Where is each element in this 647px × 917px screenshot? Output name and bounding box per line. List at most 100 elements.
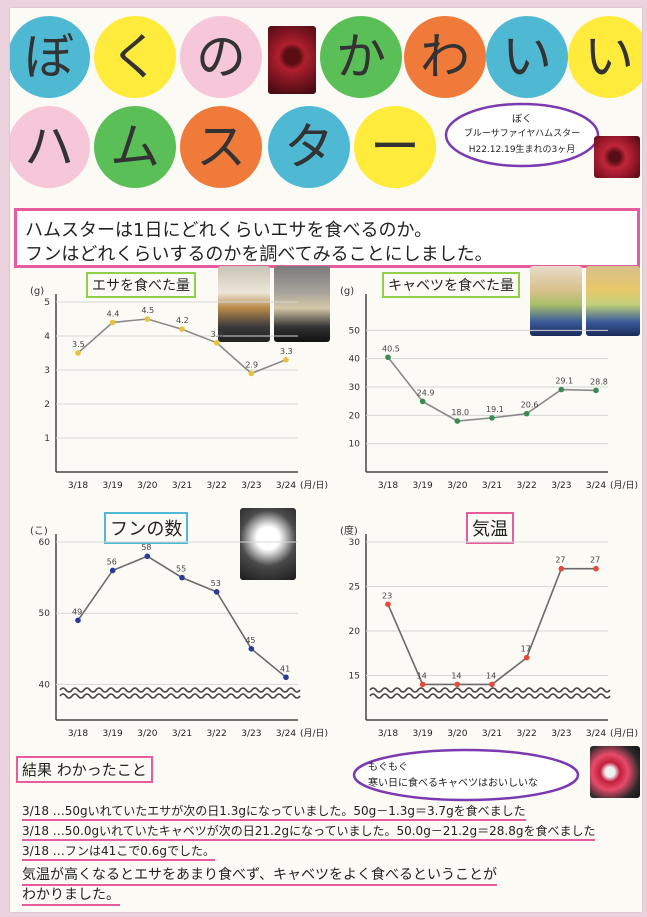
data-label: 45 bbox=[245, 636, 255, 645]
x-tick-label: 3/22 bbox=[517, 481, 537, 491]
data-label: 41 bbox=[280, 664, 290, 673]
x-unit-label: (月/日) bbox=[610, 728, 638, 739]
food-photo-1 bbox=[218, 266, 270, 342]
data-point bbox=[558, 565, 565, 572]
data-label: 3.5 bbox=[72, 340, 85, 349]
data-point bbox=[593, 387, 599, 394]
data-point bbox=[179, 326, 185, 332]
y-unit-label: (度) bbox=[340, 524, 358, 537]
data-label: 56 bbox=[107, 557, 117, 566]
data-label: 24.9 bbox=[417, 388, 435, 397]
data-point bbox=[489, 415, 495, 421]
x-tick-label: 3/24 bbox=[586, 729, 606, 739]
cabbage-photo-2 bbox=[586, 266, 640, 336]
data-point bbox=[523, 410, 530, 417]
data-point bbox=[283, 357, 289, 363]
data-label: 4.4 bbox=[107, 309, 120, 318]
cabbage-photo-1 bbox=[530, 266, 582, 336]
data-point bbox=[454, 681, 461, 688]
bubble-line-2: 寒い日に食べるキャベツはおいしいな bbox=[368, 776, 538, 789]
x-unit-label: (月/日) bbox=[300, 728, 328, 739]
y-tick-label: 3 bbox=[44, 366, 50, 376]
intro-line-1: ハムスターは1日にどれくらいエサを食べるのか。 bbox=[25, 220, 433, 241]
data-point bbox=[144, 316, 151, 322]
title-char: ム bbox=[110, 118, 160, 176]
title-circle-5: わ bbox=[404, 16, 486, 98]
x-tick-label: 3/22 bbox=[207, 729, 227, 739]
x-tick-label: 3/24 bbox=[276, 481, 296, 491]
data-point bbox=[109, 567, 116, 574]
y-tick-label: 20 bbox=[349, 411, 361, 421]
data-label: 40.5 bbox=[382, 344, 400, 353]
data-label: 20.6 bbox=[521, 401, 539, 410]
data-label: 58 bbox=[141, 543, 151, 552]
axis-break-wave bbox=[59, 687, 301, 693]
speech-bubble: もぐもぐ 寒い日に食べるキャベツはおいしいな bbox=[352, 748, 580, 802]
x-tick-label: 3/19 bbox=[103, 729, 123, 739]
x-tick-label: 3/19 bbox=[413, 729, 433, 739]
x-tick-label: 3/21 bbox=[172, 729, 192, 739]
badge-line-2: ブルーサファイヤハムスター bbox=[464, 127, 580, 139]
x-tick-label: 3/20 bbox=[137, 729, 157, 739]
x-tick-label: 3/18 bbox=[378, 481, 398, 491]
results-heading: 結果 わかったこと bbox=[16, 756, 153, 783]
y-tick-label: 2 bbox=[44, 400, 50, 410]
axis-break-wave bbox=[369, 687, 611, 693]
result-line-2: 3/18 …50.0gいれていたキャベツが次の日21.2gになっていました。50… bbox=[22, 822, 596, 841]
x-tick-label: 3/23 bbox=[241, 481, 261, 491]
data-label: 4.5 bbox=[141, 306, 154, 315]
x-tick-label: 3/24 bbox=[586, 481, 606, 491]
x-tick-label: 3/19 bbox=[103, 481, 123, 491]
title-char: タ bbox=[284, 118, 334, 176]
profile-badge: ぼく ブルーサファイヤハムスター H22.12.19生まれの3ヶ月 bbox=[444, 102, 600, 168]
title-char: ぼ bbox=[24, 28, 74, 86]
x-tick-label: 3/20 bbox=[137, 481, 157, 491]
data-label: 18.0 bbox=[451, 408, 469, 417]
data-label: 29.1 bbox=[555, 377, 573, 386]
x-tick-label: 3/21 bbox=[482, 481, 502, 491]
title-circle-1: ぼ bbox=[10, 16, 90, 98]
y-unit-label: (g) bbox=[340, 286, 354, 297]
data-label: 23 bbox=[382, 591, 392, 600]
badge-line-1: ぼく bbox=[512, 113, 532, 125]
data-point bbox=[558, 386, 565, 393]
data-point bbox=[489, 681, 495, 688]
data-point bbox=[593, 565, 599, 572]
poster: ぼ く の か わ い い ハ ム ス タ ー ぼく ブルーサファイヤハムスター… bbox=[10, 8, 642, 912]
y-tick-label: 5 bbox=[44, 298, 50, 308]
title-circle-4: か bbox=[320, 16, 402, 98]
data-point bbox=[213, 589, 220, 595]
result-line-3: 3/18 …フンは41こで0.6gでした。 bbox=[22, 842, 215, 861]
data-point bbox=[75, 617, 81, 624]
droppings-photo bbox=[240, 508, 296, 580]
x-tick-label: 3/18 bbox=[68, 729, 88, 739]
x-tick-label: 3/24 bbox=[276, 729, 296, 739]
chart-droppings: (こ) 40 50 60 49 56 58 55 53 45 41 3/18 3/19 3/20 3/21 3… bbox=[30, 526, 328, 739]
y-tick-label: 25 bbox=[349, 583, 360, 593]
data-label: 27 bbox=[590, 556, 600, 565]
chart-title-droppings: フンの数 bbox=[104, 512, 189, 544]
result-line-5: わかりました。 bbox=[22, 884, 120, 906]
x-tick-label: 3/20 bbox=[447, 729, 467, 739]
data-label: 4.2 bbox=[176, 316, 189, 325]
data-point bbox=[385, 354, 391, 361]
y-tick-label: 50 bbox=[39, 609, 51, 619]
title-char: い bbox=[584, 28, 634, 86]
data-point bbox=[385, 601, 391, 608]
food-photo-2 bbox=[274, 266, 330, 342]
x-tick-label: 3/20 bbox=[447, 481, 467, 491]
title-char: ー bbox=[370, 118, 420, 176]
chart-title-cabbage: キャベツを食べた量 bbox=[382, 272, 520, 298]
y-tick-label: 30 bbox=[349, 383, 361, 393]
title-circle-3: の bbox=[180, 16, 262, 98]
x-unit-label: (月/日) bbox=[610, 480, 638, 491]
x-tick-label: 3/22 bbox=[207, 481, 227, 491]
data-point bbox=[419, 681, 426, 688]
result-line-4: 気温が高くなるとエサをあまり食べず、キャベツをよく食べるということが bbox=[22, 864, 498, 886]
hamster-photo-badge bbox=[594, 136, 640, 178]
result-line-1: 3/18 …50gいれていたエサが次の日1.3gになっていました。50g－1.3… bbox=[22, 802, 526, 821]
title-circle-10: ス bbox=[180, 106, 262, 188]
title-circle-6: い bbox=[486, 16, 568, 98]
axis-break-wave bbox=[369, 693, 611, 699]
data-point bbox=[283, 674, 289, 681]
